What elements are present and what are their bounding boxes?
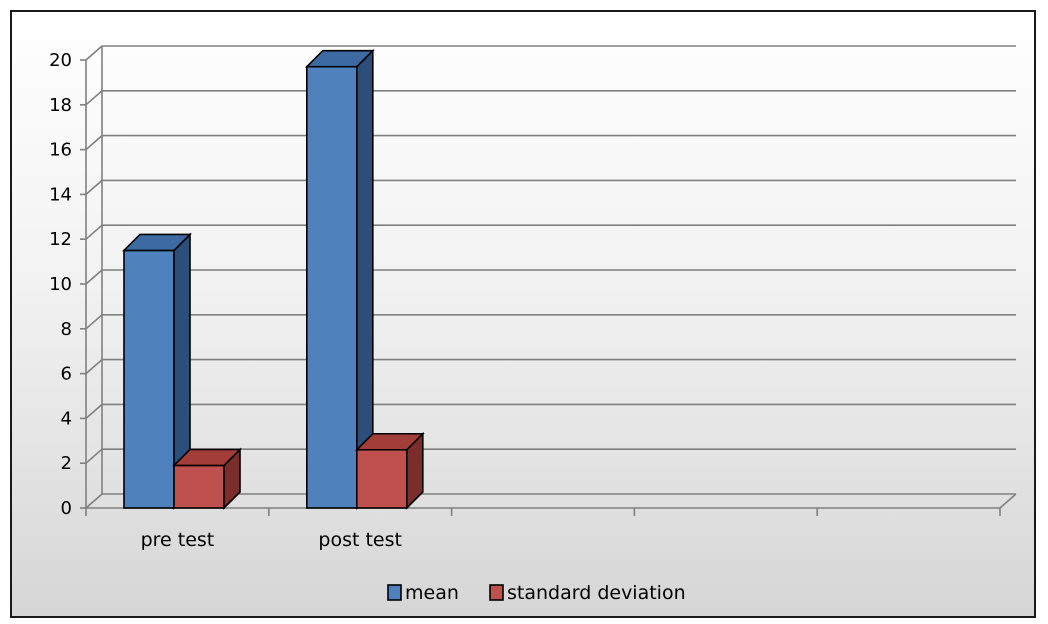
y-tick-label: 6 [61, 364, 72, 385]
bars [122, 48, 425, 510]
legend-label: mean [405, 582, 459, 604]
gridline-depth [85, 179, 103, 196]
bar-top [304, 49, 375, 68]
mean-bar [304, 48, 375, 510]
legend-swatch [387, 584, 402, 601]
gridline-depth [85, 403, 103, 420]
floor-edge [999, 493, 1017, 509]
gridline-depth [85, 493, 103, 509]
gridline-depth [85, 358, 103, 375]
gridline-depth [85, 448, 103, 464]
gridline-depth [85, 90, 103, 106]
y-tick-label: 18 [49, 95, 72, 116]
axes [80, 46, 1017, 516]
standard-deviation-bar [354, 431, 425, 510]
bar-front [305, 65, 358, 509]
x-category-label: pre test [141, 529, 215, 551]
gridline-depth [85, 45, 103, 61]
bar-front [355, 448, 408, 509]
labels: 0 2 4 6 8 10 12 14 16 18 20 pre test post test [49, 50, 402, 551]
gridline-depth [85, 269, 103, 285]
bar-top [354, 432, 425, 451]
gridline-depth [85, 314, 103, 330]
mean-bar [122, 232, 192, 510]
gridline-depth [85, 134, 103, 151]
gridlines [85, 45, 1016, 509]
legend: mean standard deviation [387, 582, 686, 604]
y-tick-label: 4 [61, 408, 72, 429]
y-tick-label: 10 [49, 274, 72, 295]
legend-swatch [489, 584, 504, 601]
y-tick-label: 16 [49, 140, 72, 161]
bar-front [123, 249, 175, 509]
y-tick-label: 2 [61, 453, 72, 474]
y-tick-label: 8 [61, 319, 72, 340]
bar-front [173, 464, 225, 509]
y-tick-label: 0 [61, 498, 72, 519]
bar-top [122, 233, 192, 252]
legend-label: standard deviation [507, 582, 686, 604]
y-tick-label: 12 [49, 229, 72, 250]
standard-deviation-bar [172, 447, 242, 510]
x-category-label: post test [318, 529, 402, 551]
gridline-depth [85, 224, 103, 240]
y-tick-label: 20 [49, 50, 72, 71]
bar-top [172, 448, 242, 467]
y-tick-label: 14 [49, 184, 72, 205]
